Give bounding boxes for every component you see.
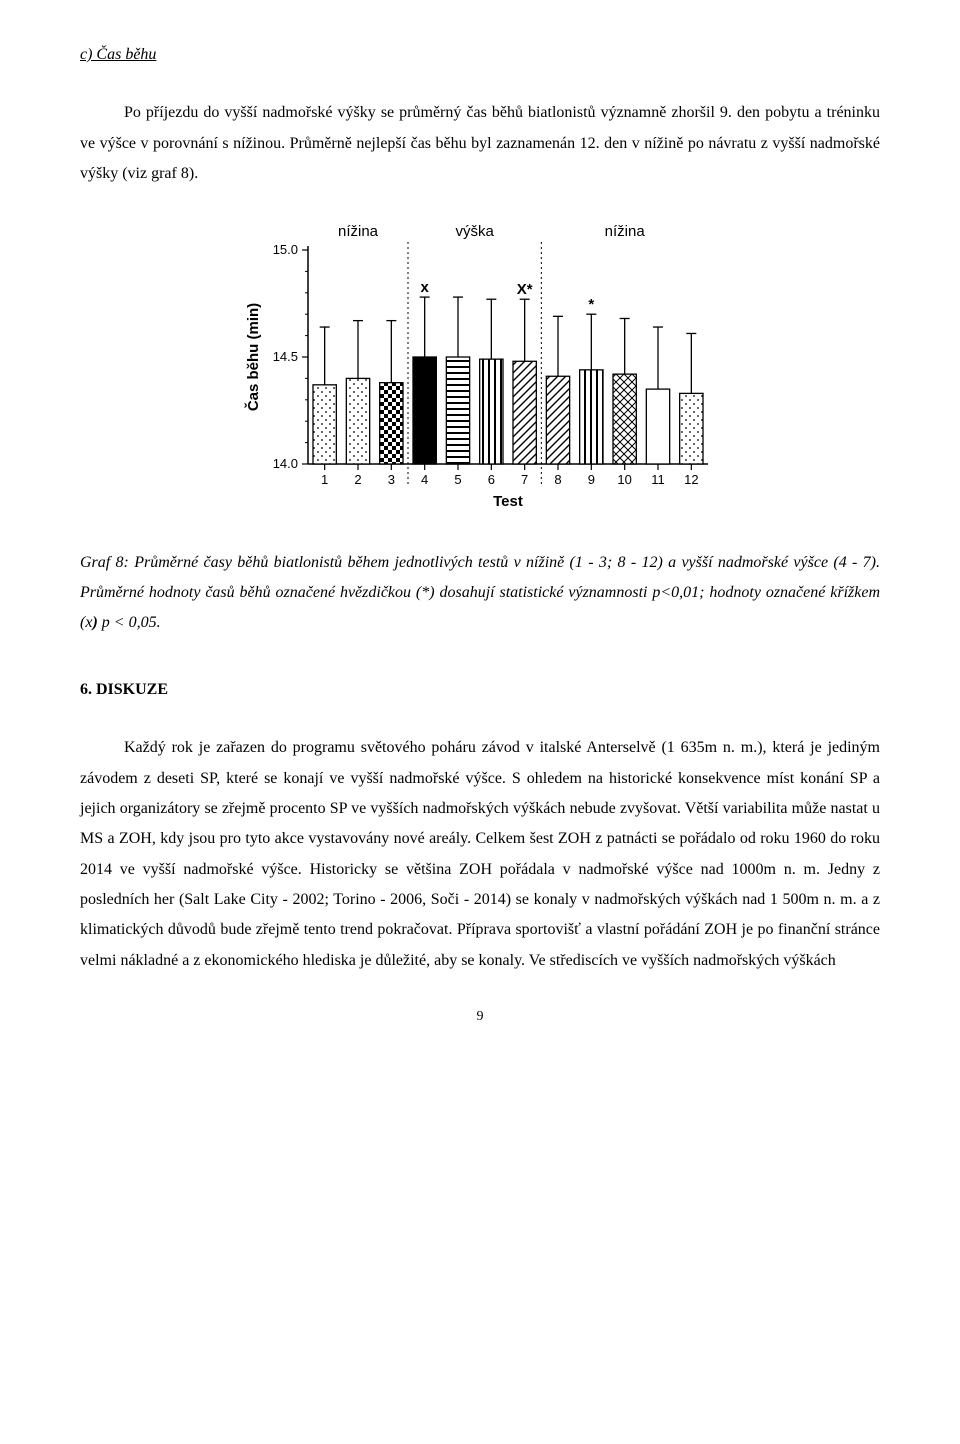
svg-text:x: x xyxy=(420,279,429,296)
svg-text:1: 1 xyxy=(321,472,328,487)
page-number: 9 xyxy=(80,1004,880,1031)
svg-text:15.0: 15.0 xyxy=(273,242,298,257)
run-time-bar-chart: 14.014.515.0123456789101112Čas běhu (min… xyxy=(240,214,720,524)
svg-text:X*: X* xyxy=(517,281,533,298)
svg-text:nížina: nížina xyxy=(605,223,646,240)
svg-text:Test: Test xyxy=(493,493,523,510)
svg-text:11: 11 xyxy=(651,472,665,487)
svg-text:2: 2 xyxy=(354,472,361,487)
svg-text:3: 3 xyxy=(388,472,395,487)
chart-caption: Graf 8: Průměrné časy běhů biatlonistů b… xyxy=(80,548,880,639)
svg-text:8: 8 xyxy=(554,472,561,487)
svg-text:14.5: 14.5 xyxy=(273,349,298,364)
svg-text:7: 7 xyxy=(521,472,528,487)
svg-text:9: 9 xyxy=(588,472,595,487)
svg-text:4: 4 xyxy=(421,472,428,487)
intro-paragraph: Po příjezdu do vyšší nadmořské výšky se … xyxy=(80,98,880,189)
svg-text:*: * xyxy=(588,296,594,313)
svg-text:10: 10 xyxy=(617,472,631,487)
chart-container: 14.014.515.0123456789101112Čas běhu (min… xyxy=(80,214,880,524)
discussion-paragraph: Každý rok je zařazen do programu světové… xyxy=(80,733,880,976)
svg-text:výška: výška xyxy=(455,223,494,240)
svg-text:14.0: 14.0 xyxy=(273,456,298,471)
svg-text:5: 5 xyxy=(454,472,461,487)
svg-text:Čas běhu (min): Čas běhu (min) xyxy=(244,302,262,410)
svg-text:12: 12 xyxy=(684,472,698,487)
caption-text-prefix: Graf 8: Průměrné časy běhů biatlonistů b… xyxy=(80,554,880,632)
svg-text:nížina: nížina xyxy=(338,223,379,240)
section-heading: c) Čas běhu xyxy=(80,40,880,70)
svg-text:6: 6 xyxy=(488,472,495,487)
discussion-heading: 6. DISKUZE xyxy=(80,675,880,705)
caption-text-suffix: p < 0,05. xyxy=(98,614,161,631)
